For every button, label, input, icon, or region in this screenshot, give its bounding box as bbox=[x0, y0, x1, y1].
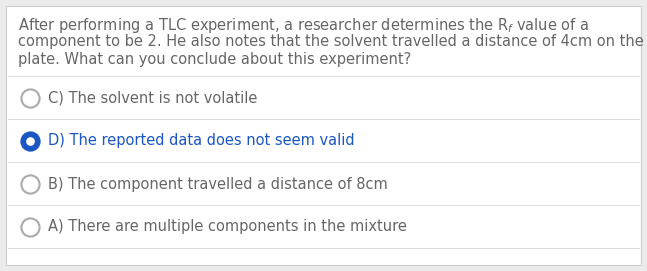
Point bbox=[25, 225, 35, 229]
Point bbox=[25, 139, 35, 143]
Text: D) The reported data does not seem valid: D) The reported data does not seem valid bbox=[48, 134, 355, 149]
Point bbox=[25, 139, 35, 143]
Text: B) The component travelled a distance of 8cm: B) The component travelled a distance of… bbox=[48, 176, 388, 192]
Text: C) The solvent is not volatile: C) The solvent is not volatile bbox=[48, 91, 258, 105]
Text: plate. What can you conclude about this experiment?: plate. What can you conclude about this … bbox=[18, 52, 411, 67]
Text: After performing a TLC experiment, a researcher determines the R$_f$ value of a: After performing a TLC experiment, a res… bbox=[18, 16, 589, 35]
Text: A) There are multiple components in the mixture: A) There are multiple components in the … bbox=[48, 220, 407, 234]
Text: component to be 2. He also notes that the solvent travelled a distance of 4cm on: component to be 2. He also notes that th… bbox=[18, 34, 644, 49]
Point bbox=[25, 96, 35, 100]
FancyBboxPatch shape bbox=[6, 6, 641, 265]
Point bbox=[25, 182, 35, 186]
